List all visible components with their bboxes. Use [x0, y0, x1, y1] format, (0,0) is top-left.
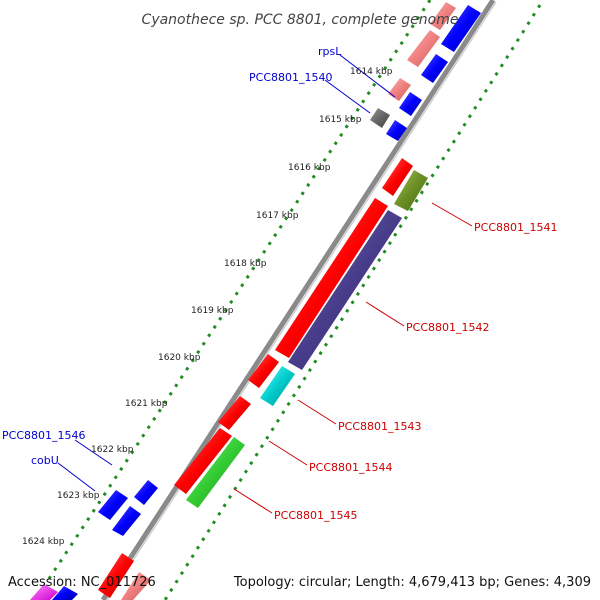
gene-label-rpsl[interactable]: rpsL	[318, 45, 342, 58]
gene-label-pcc8801-1545[interactable]: PCC8801_1545	[274, 509, 357, 522]
gene-blue-1546[interactable]	[98, 490, 128, 520]
tick-label-1623: 1623 kbp	[57, 491, 100, 501]
genome-backbone	[100, 0, 496, 600]
accession-text: Accession: NC_011726	[8, 575, 156, 590]
gene-blue-1540[interactable]	[386, 120, 407, 141]
gene-red-1543[interactable]	[248, 354, 279, 388]
gene-magenta-bottom[interactable]	[30, 584, 58, 600]
leader-1541	[431, 202, 473, 227]
gene-red-bottom[interactable]	[98, 553, 134, 598]
gene-label-pcc8801-1546[interactable]: PCC8801_1546	[2, 429, 85, 442]
tick-label-1617: 1617 kbp	[256, 211, 299, 221]
gene-green-1545[interactable]	[186, 437, 245, 508]
gene-label-pcc8801-1541[interactable]: PCC8801_1541	[474, 221, 557, 234]
leader-1545	[233, 488, 273, 514]
gene-label-pcc8801-1540[interactable]: PCC8801_1540	[249, 71, 332, 84]
tick-label-1619: 1619 kbp	[191, 306, 234, 316]
gene-red-1544[interactable]	[218, 396, 251, 430]
inner-dotted-ring	[163, 4, 542, 600]
tick-label-1616: 1616 kbp	[288, 163, 331, 173]
leader-cobu	[57, 462, 96, 492]
leader-1543	[297, 399, 337, 425]
gene-red-1542[interactable]	[275, 198, 388, 358]
leader-1544	[268, 440, 308, 466]
gene-label-pcc8801-1544[interactable]: PCC8801_1544	[309, 461, 392, 474]
leader-rpsl	[339, 54, 396, 98]
gene-blue-top-2[interactable]	[421, 54, 448, 83]
page-title: Cyanothece sp. PCC 8801, complete genome	[142, 12, 459, 28]
tick-label-1621: 1621 kbp	[125, 399, 168, 409]
leader-1542	[365, 301, 405, 327]
gene-blue-bottom[interactable]	[52, 586, 78, 600]
gene-blue-rpsl[interactable]	[399, 92, 422, 116]
genome-backbone-shadow	[106, 1, 497, 600]
tick-label-1622: 1622 kbp	[91, 445, 134, 455]
gene-olive-1541[interactable]	[394, 170, 428, 211]
gene-pink-top-2[interactable]	[407, 30, 440, 67]
gene-pink-rpsl-region[interactable]	[388, 78, 411, 101]
tick-label-1615: 1615 kbp	[319, 115, 362, 125]
gene-pink-bottom[interactable]	[121, 572, 151, 600]
gene-blue-cobu-2[interactable]	[134, 480, 158, 505]
tick-label-1620: 1620 kbp	[158, 353, 201, 363]
gene-blue-top-1[interactable]	[441, 5, 481, 52]
gene-pink-top-1[interactable]	[430, 2, 456, 30]
gene-blue-cobu[interactable]	[112, 506, 141, 536]
outer-dotted-ring	[33, 0, 432, 600]
gene-label-cobu[interactable]: cobU	[31, 454, 59, 467]
topology-text: Topology: circular; Length: 4,679,413 bp…	[233, 575, 591, 590]
gene-red-1541[interactable]	[382, 158, 413, 196]
gene-label-pcc8801-1543[interactable]: PCC8801_1543	[338, 420, 421, 433]
tick-label-1614: 1614 kbp	[350, 67, 393, 77]
leader-1540	[324, 79, 371, 114]
gene-red-1545[interactable]	[174, 428, 232, 494]
tick-label-1624: 1624 kbp	[22, 537, 65, 547]
gene-purple-1542[interactable]	[288, 210, 402, 370]
leader-1546	[74, 439, 113, 466]
gene-cyan-1543[interactable]	[260, 366, 295, 406]
gene-gray-1540[interactable]	[370, 108, 390, 128]
gene-label-pcc8801-1542[interactable]: PCC8801_1542	[406, 321, 489, 334]
tick-label-1618: 1618 kbp	[224, 259, 267, 269]
